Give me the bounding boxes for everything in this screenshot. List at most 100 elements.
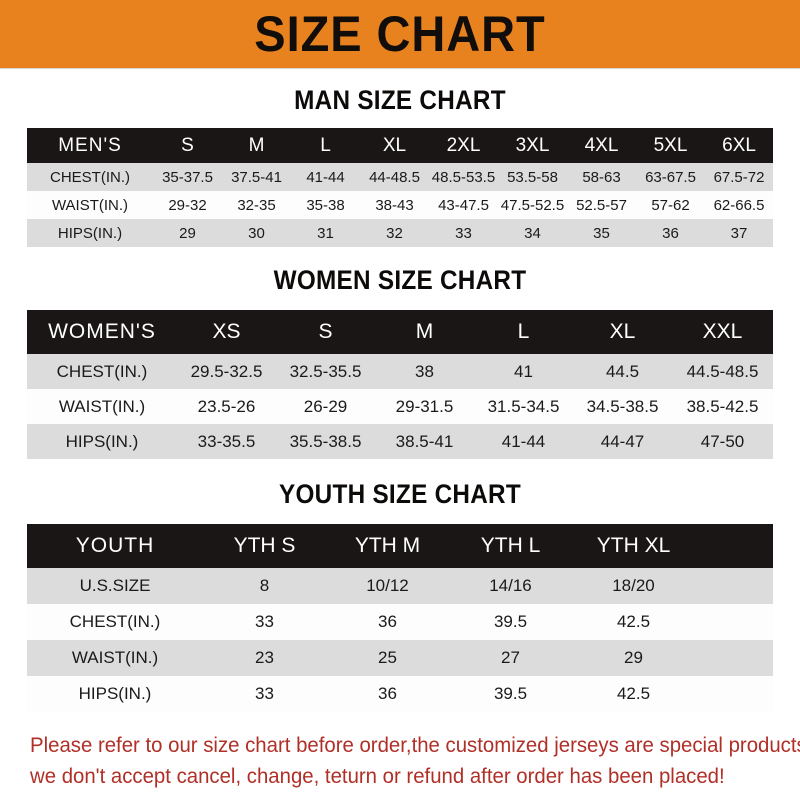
women-cell: 31.5-34.5: [487, 396, 560, 416]
youth-size-chart-block: YOUTH SIZE CHART YOUTH YTH S YTH M YTH L: [0, 481, 800, 712]
women-section-heading: WOMEN SIZE CHART: [273, 265, 527, 295]
men-cell: 44-48.5: [369, 168, 420, 186]
men-size-chart-block: MAN SIZE CHART MEN'S S M L XL: [0, 87, 800, 247]
youth-header-row: YOUTH YTH S YTH M YTH L YTH XL: [27, 524, 773, 568]
women-size-header: XXL: [702, 320, 743, 343]
men-size-header: 5XL: [653, 134, 688, 156]
women-header-row: WOMEN'S XS S M L XL XXL: [27, 310, 773, 354]
youth-size-header: YTH M: [354, 534, 421, 557]
youth-size-header: YTH XL: [596, 534, 671, 557]
women-size-header: S: [318, 320, 333, 343]
youth-cell: 36: [378, 612, 397, 631]
footer-note-line-1: Please refer to our size chart before or…: [30, 734, 800, 757]
table-row: HIPS(IN.) 33-35.5 35.5-38.5 38.5-41 41-4…: [27, 424, 773, 459]
youth-row-label: U.S.SIZE: [79, 576, 151, 595]
men-cell: 34: [524, 224, 541, 242]
men-cell: 43-47.5: [438, 196, 489, 214]
women-cell: 44.5-48.5: [686, 361, 759, 381]
women-cell: 23.5-26: [197, 396, 256, 416]
men-size-header: 3XL: [515, 134, 550, 156]
youth-cell: 39.5: [493, 612, 528, 631]
men-section-heading: MAN SIZE CHART: [294, 85, 506, 115]
men-cell: 32: [386, 224, 403, 242]
table-row: CHEST(IN.) 35-37.5 37.5-41 41-44 44-48.5…: [27, 163, 773, 191]
women-size-header: M: [415, 320, 434, 343]
men-size-header: L: [320, 134, 331, 156]
table-row: U.S.SIZE 8 10/12 14/16 18/20: [27, 568, 773, 604]
women-cell: 32.5-35.5: [289, 361, 362, 381]
men-cell: 35-38: [306, 196, 345, 214]
women-cell: 29.5-32.5: [190, 361, 263, 381]
youth-cell-spacer: [695, 676, 773, 712]
youth-cell: 18/20: [612, 576, 655, 595]
men-cell: 53.5-58: [507, 168, 558, 186]
women-cell: 44-47: [600, 431, 645, 451]
men-cell: 36: [662, 224, 679, 242]
youth-header-spacer: [695, 524, 773, 568]
table-row: WAIST(IN.) 23.5-26 26-29 29-31.5 31.5-34…: [27, 389, 773, 424]
women-cell: 34.5-38.5: [586, 396, 659, 416]
youth-cell: 25: [378, 648, 397, 667]
women-cell: 33-35.5: [197, 431, 256, 451]
youth-size-header: YTH S: [233, 534, 296, 557]
women-row-label: CHEST(IN.): [56, 361, 148, 381]
men-cell: 32-35: [237, 196, 276, 214]
women-cell: 38.5-41: [395, 431, 454, 451]
youth-cell: 27: [501, 648, 520, 667]
men-size-header: 4XL: [584, 134, 619, 156]
youth-section-heading: YOUTH SIZE CHART: [279, 479, 521, 509]
table-row: WAIST(IN.) 23 25 27 29: [27, 640, 773, 676]
youth-row-label: WAIST(IN.): [71, 648, 159, 667]
women-cell: 38.5-42.5: [686, 396, 759, 416]
men-cell: 37: [730, 224, 748, 242]
youth-cell: 23: [255, 648, 274, 667]
women-cell: 35.5-38.5: [289, 431, 362, 451]
men-row-label: CHEST(IN.): [50, 168, 130, 186]
footer-note-line-2: we don't accept cancel, change, teturn o…: [30, 765, 725, 788]
men-size-header: XL: [382, 134, 407, 156]
men-header-row: MEN'S S M L XL 2XL 3XL 4XL 5XL 6XL: [27, 128, 773, 163]
women-size-table: WOMEN'S XS S M L XL XXL CHEST(IN.) 29.5-…: [27, 310, 773, 459]
youth-cell: 10/12: [366, 576, 409, 595]
men-cell: 62-66.5: [713, 196, 765, 214]
women-cell: 29-31.5: [395, 396, 454, 416]
women-cell: 47-50: [700, 431, 745, 451]
youth-cell-spacer: [695, 640, 773, 676]
youth-size-header: YTH L: [480, 534, 541, 557]
women-size-header: L: [517, 320, 530, 343]
women-cell: 26-29: [303, 396, 348, 416]
women-table-body: WOMEN'S XS S M L XL XXL CHEST(IN.) 29.5-…: [27, 310, 773, 459]
men-cell: 29-32: [168, 196, 207, 214]
men-cell: 52.5-57: [576, 196, 627, 214]
table-row: CHEST(IN.) 29.5-32.5 32.5-35.5 38 41 44.…: [27, 354, 773, 389]
youth-cell-spacer: [695, 604, 773, 640]
women-table-label: WOMEN'S: [48, 320, 156, 343]
footer-note: Please refer to our size chart before or…: [0, 730, 800, 792]
women-row-label: HIPS(IN.): [65, 431, 139, 451]
table-row: HIPS(IN.) 33 36 39.5 42.5: [27, 676, 773, 712]
women-row-label: WAIST(IN.): [58, 396, 146, 416]
women-size-chart-block: WOMEN SIZE CHART WOMEN'S XS S M L XL: [0, 267, 800, 459]
men-cell: 37.5-41: [231, 168, 282, 186]
women-cell: 41-44: [501, 431, 546, 451]
men-cell: 35: [593, 224, 610, 242]
youth-cell: 33: [255, 684, 274, 703]
men-cell: 33: [455, 224, 472, 242]
youth-table-label: YOUTH: [75, 534, 155, 557]
men-cell: 38-43: [375, 196, 414, 214]
men-row-label: HIPS(IN.): [57, 224, 123, 242]
men-size-table: MEN'S S M L XL 2XL 3XL 4XL 5XL 6XL CHEST…: [27, 128, 773, 247]
youth-cell: 29: [624, 648, 643, 667]
men-cell: 63-67.5: [645, 168, 696, 186]
youth-cell-spacer: [695, 568, 773, 604]
page-title: SIZE CHART: [254, 6, 546, 62]
men-cell: 48.5-53.5: [431, 168, 496, 186]
women-cell: 38: [415, 361, 434, 381]
men-table-label: MEN'S: [58, 134, 122, 156]
men-cell: 35-37.5: [162, 168, 213, 186]
men-size-header: 6XL: [722, 134, 756, 156]
table-row: HIPS(IN.) 29 30 31 32 33 34 35 36 37: [27, 219, 773, 247]
men-cell: 67.5-72: [713, 168, 765, 186]
women-cell: 44.5: [605, 361, 640, 381]
